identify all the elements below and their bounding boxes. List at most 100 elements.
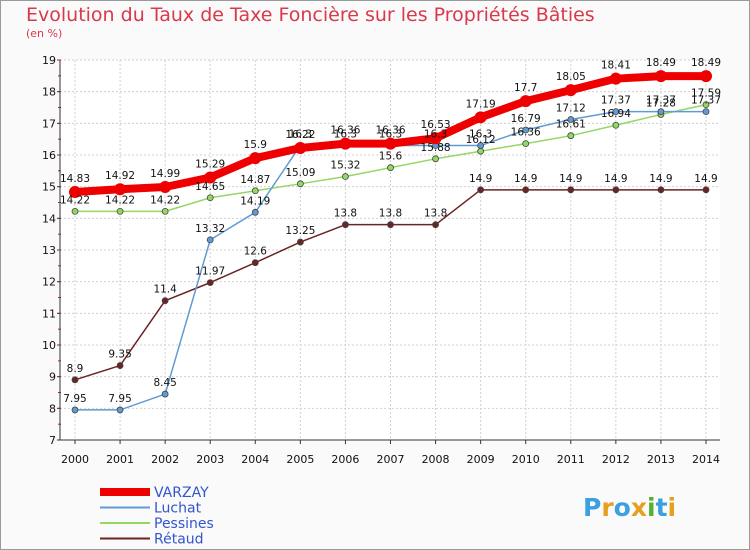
data-label-luchat: 7.95 bbox=[108, 393, 131, 405]
data-label-rétaud: 8.9 bbox=[67, 363, 84, 375]
data-point-pessines bbox=[567, 132, 575, 140]
data-point-luchat bbox=[567, 116, 575, 123]
data-point-varzay bbox=[609, 72, 622, 85]
data-label-rétaud: 11.97 bbox=[195, 266, 225, 278]
data-point-pessines bbox=[477, 147, 485, 155]
data-point-varzay bbox=[700, 70, 712, 83]
data-label-pessines: 14.22 bbox=[105, 194, 135, 206]
data-point-pessines bbox=[387, 164, 394, 172]
data-label-pessines: 14.65 bbox=[195, 181, 225, 193]
y-tick-label: 8 bbox=[49, 402, 56, 415]
data-point-varzay bbox=[564, 84, 577, 97]
data-label-luchat: 16.3 bbox=[469, 129, 492, 141]
logo-letter: i bbox=[647, 493, 656, 522]
data-point-pessines bbox=[522, 140, 530, 148]
y-tick-label: 19 bbox=[42, 54, 56, 67]
data-label-luchat: 16.3 bbox=[379, 129, 402, 141]
data-label-rétaud: 9.35 bbox=[108, 349, 131, 361]
data-label-pessines: 16.12 bbox=[466, 134, 496, 146]
data-point-luchat bbox=[657, 108, 665, 116]
data-point-varzay bbox=[474, 111, 487, 124]
logo-letter: P bbox=[583, 493, 601, 522]
data-point-luchat bbox=[161, 390, 169, 398]
data-point-pessines bbox=[612, 121, 620, 129]
legend-label-varzay: VARZAY bbox=[154, 485, 209, 501]
data-label-luchat: 13.32 bbox=[195, 223, 225, 235]
data-point-luchat bbox=[702, 108, 710, 116]
y-tick-label: 14 bbox=[42, 212, 56, 225]
data-point-varzay bbox=[204, 171, 217, 184]
data-point-rétaud bbox=[116, 362, 124, 369]
x-tick-label: 2012 bbox=[602, 453, 630, 466]
data-point-varzay bbox=[654, 70, 667, 83]
data-point-pessines bbox=[296, 180, 304, 188]
data-point-rétaud bbox=[522, 186, 530, 194]
data-label-luchat: 16.3 bbox=[289, 129, 312, 141]
data-label-rétaud: 11.4 bbox=[153, 284, 177, 296]
data-label-varzay: 14.99 bbox=[150, 168, 180, 180]
data-point-luchat bbox=[251, 208, 259, 216]
y-tick-label: 13 bbox=[42, 244, 56, 257]
x-tick-label: 2003 bbox=[196, 453, 224, 466]
data-label-varzay: 15.9 bbox=[244, 139, 267, 151]
data-point-varzay bbox=[519, 95, 532, 108]
data-point-rétaud bbox=[432, 221, 439, 229]
data-point-rétaud bbox=[702, 186, 710, 194]
data-point-rétaud bbox=[342, 221, 349, 229]
data-label-varzay: 18.05 bbox=[556, 71, 586, 83]
data-label-rétaud: 13.25 bbox=[285, 225, 315, 237]
data-point-pessines bbox=[116, 207, 124, 215]
data-label-pessines: 15.6 bbox=[379, 151, 403, 163]
data-point-luchat bbox=[477, 142, 485, 149]
data-label-varzay: 17.7 bbox=[514, 82, 537, 94]
logo-letter: x bbox=[631, 493, 647, 522]
x-tick-label: 2008 bbox=[422, 453, 450, 466]
data-label-luchat: 16.3 bbox=[334, 129, 357, 141]
x-tick-label: 2004 bbox=[241, 453, 269, 466]
logo-text: Proxiti bbox=[583, 493, 676, 522]
data-label-rétaud: 12.6 bbox=[244, 246, 268, 258]
data-label-luchat: 17.37 bbox=[691, 95, 721, 107]
y-tick-label: 7 bbox=[49, 434, 56, 447]
data-label-varzay: 17.19 bbox=[466, 98, 496, 110]
data-point-varzay bbox=[69, 186, 81, 199]
data-label-pessines: 17.59 bbox=[691, 88, 721, 100]
axes: 7 8 9 10 11 12 13 14 15 16 17 18 19 2000 2001 2002 2003 2… bbox=[42, 54, 720, 466]
y-tick-label: 17 bbox=[42, 117, 56, 130]
logo-letter: r bbox=[601, 493, 614, 522]
data-point-luchat bbox=[116, 406, 124, 414]
chart-title: Evolution du Taux de Taxe Foncière sur l… bbox=[26, 4, 595, 26]
data-point-luchat bbox=[206, 236, 214, 244]
series-layer bbox=[69, 70, 712, 414]
data-label-varzay: 16.22 bbox=[285, 129, 315, 141]
data-label-pessines: 14.22 bbox=[150, 194, 180, 206]
data-label-varzay: 18.49 bbox=[691, 57, 721, 69]
data-label-rétaud: 13.8 bbox=[379, 208, 402, 220]
data-label-luchat: 7.95 bbox=[63, 393, 86, 405]
data-label-luchat: 8.45 bbox=[153, 377, 176, 389]
data-label-luchat: 14.19 bbox=[240, 195, 270, 207]
x-tick-label: 2005 bbox=[286, 453, 314, 466]
data-label-rétaud: 14.9 bbox=[469, 173, 492, 185]
data-point-pessines bbox=[251, 187, 259, 195]
data-point-pessines bbox=[432, 155, 439, 163]
logo-letter: i bbox=[668, 493, 677, 522]
data-label-luchat: 17.12 bbox=[556, 103, 586, 115]
data-point-varzay bbox=[249, 152, 262, 165]
x-tick-label: 2011 bbox=[557, 453, 585, 466]
y-axis-unit-label: (en %) bbox=[26, 27, 63, 40]
data-label-pessines: 14.22 bbox=[60, 194, 90, 206]
data-point-rétaud bbox=[612, 186, 620, 194]
data-label-luchat: 17.37 bbox=[601, 95, 631, 107]
x-tick-label: 2007 bbox=[377, 453, 405, 466]
x-tick-label: 2010 bbox=[512, 453, 540, 466]
y-tick-label: 9 bbox=[49, 371, 56, 384]
x-tick-label: 2002 bbox=[151, 453, 179, 466]
data-point-varzay bbox=[294, 142, 307, 155]
legend-label-pessines: Pessines bbox=[154, 516, 214, 532]
data-label-varzay: 16.53 bbox=[421, 119, 451, 131]
data-label-luchat: 17.37 bbox=[646, 95, 676, 107]
data-label-rétaud: 14.9 bbox=[649, 173, 672, 185]
